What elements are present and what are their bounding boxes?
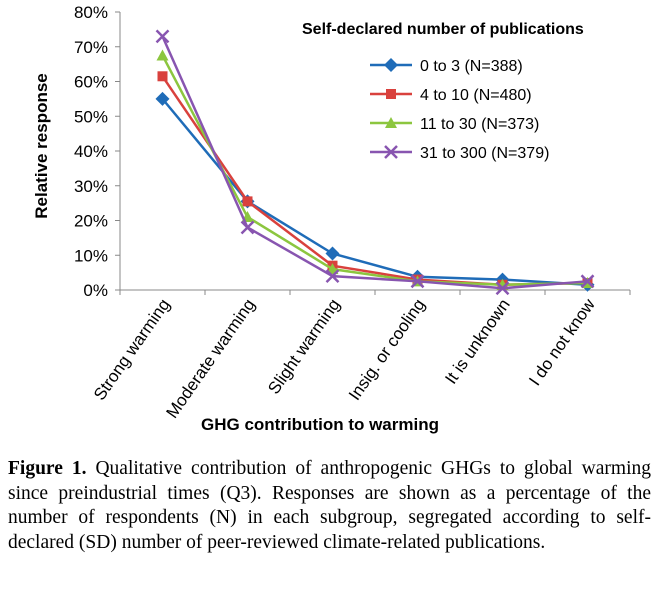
series-2 [157,71,593,290]
series-layer [155,29,595,296]
x-tick-label: Insig. or cooling [345,295,429,403]
data-point [325,269,340,283]
y-tick-label: 60% [74,73,108,92]
y-axis-title: Relative response [32,73,51,219]
x-axis-title: GHG contribution to warming [201,415,439,434]
legend: Self-declared number of publications 0 t… [302,21,584,162]
y-tick-label: 50% [74,107,108,126]
y-tick-label: 30% [74,177,108,196]
x-tick-label: Moderate warming [162,295,258,421]
legend-marker [386,89,396,99]
series-line [161,54,588,287]
data-point [580,274,595,289]
series-line [161,35,588,290]
data-point [410,274,425,289]
figure-caption: Figure 1. Qualitative contribution of an… [8,457,651,555]
y-tick-label: 0% [83,281,108,300]
figure-label: Figure 1. [8,458,87,479]
legend-label: 4 to 10 (N=480) [420,87,532,104]
legend-entry: 4 to 10 (N=480) [370,87,532,104]
data-point [495,281,510,296]
legend-label: 0 to 3 (N=388) [420,58,523,75]
data-point [240,220,255,235]
y-axis-ticks: 0% 10% 20% 30% 40% 50% 60% 70% 80% [74,3,120,300]
series-line [161,98,588,287]
x-tick-label: It is unknown [441,295,513,387]
x-tick-label: Slight warming [264,295,344,397]
legend-marker [385,117,397,128]
legend-entry: 0 to 3 (N=388) [370,58,523,75]
y-tick-label: 20% [74,212,108,231]
legend-marker [384,145,398,159]
y-tick-label: 80% [74,3,108,22]
legend-label: 31 to 300 (N=379) [420,145,549,162]
data-point [156,49,169,61]
x-tick-label: I do not know [525,295,599,389]
legend-marker [384,58,398,72]
y-tick-label: 10% [74,246,108,265]
x-tick-label: Strong warming [90,295,174,403]
data-point [155,29,170,44]
data-point [155,91,170,106]
data-point [157,71,168,82]
line-chart: 0% 10% 20% 30% 40% 50% 60% 70% 80% Strong warmin… [32,3,631,434]
y-tick-label: 40% [74,142,108,161]
legend-entry: 31 to 300 (N=379) [370,145,549,162]
legend-entry: 11 to 30 (N=373) [370,116,539,133]
y-tick-label: 70% [74,38,108,57]
legend-title: Self-declared number of publications [302,21,584,38]
caption-text: Qualitative contribution of anthropogeni… [8,458,652,553]
data-point [242,196,253,207]
data-point [325,246,340,261]
series-4 [155,29,595,296]
legend-label: 11 to 30 (N=373) [420,116,539,133]
